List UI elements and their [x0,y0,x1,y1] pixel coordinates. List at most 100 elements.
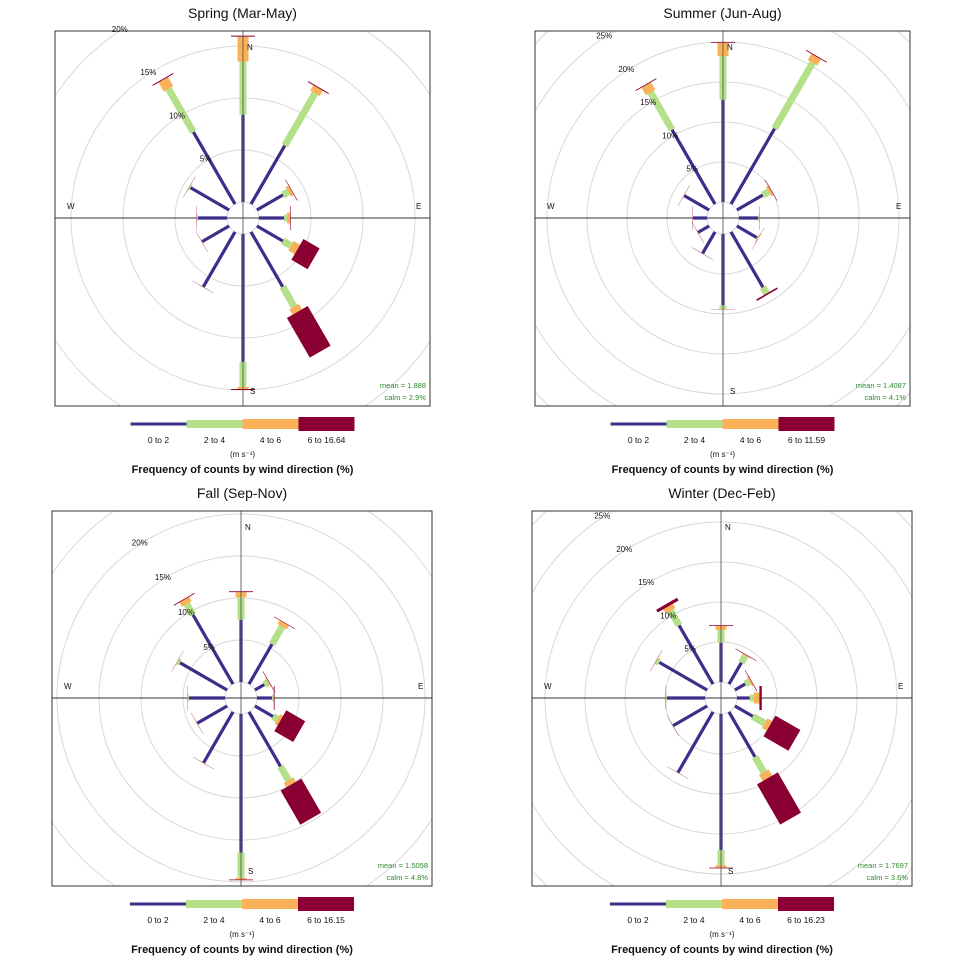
ring-label: 15% [640,98,656,107]
bar-300deg-bin4 [650,650,663,672]
bar-330deg-bin1 [191,614,235,685]
bar-120deg-bin1 [736,224,758,239]
bar-60deg-bin4 [744,670,758,692]
legend-swatch-bin1 [610,902,666,906]
legend-label: 2 to 4 [683,915,705,925]
bar-90deg-bin1 [257,696,273,700]
bar-270deg-bin4 [665,686,667,710]
legend-swatch-bin2 [186,420,243,428]
bar-210deg-bin2 [699,251,706,256]
bar-30deg-bin4 [307,81,329,94]
legend-units: (m s⁻¹) [230,450,255,459]
bar-300deg-bin3 [186,182,193,192]
bar-120deg-bin3 [274,714,284,726]
bar-300deg-bin1 [683,194,710,212]
bar-90deg-bin4 [273,686,275,710]
legend-label: 6 to 16.64 [308,435,346,445]
bar-30deg-bin1 [249,144,287,205]
cardinal-w: W [544,682,552,691]
bar-300deg-bin1 [179,661,228,692]
legend: 0 to 2 2 to 4 4 to 6 6 to 11.59 (m s⁻¹) Frequ… [610,417,835,476]
legend-swatch-bin2 [666,900,722,908]
bar-150deg-bin2 [279,285,298,309]
bar-330deg-bin3 [179,597,192,607]
grid-ring [431,885,432,886]
bar-60deg-bin2 [262,679,270,688]
ring-label: 5% [203,643,215,652]
bar-90deg-bin2 [272,694,274,702]
bar-150deg-bin3 [289,303,302,315]
bar-120deg-bin1 [254,704,274,718]
bar-240deg-bin2 [199,238,204,245]
bar-120deg-bin3 [754,233,761,244]
bar-270deg-bin2 [692,214,693,222]
cardinal-s: S [250,387,255,396]
bar-30deg-bin4 [735,648,757,661]
panel-frame [54,30,431,407]
mean-label: mean = 1.4087 [856,381,906,390]
panel-title: Fall (Sep-Nov) [197,485,287,501]
plot-area [55,31,430,406]
legend-swatch-bin1 [130,422,187,426]
bar-240deg-bin2 [695,229,700,236]
bar-210deg-bin2 [674,770,681,775]
bar-150deg-bin2 [752,755,767,774]
bar-30deg-bin2 [281,91,318,148]
bar-90deg-bin3 [759,212,760,224]
bar-270deg-bin2 [188,694,189,702]
bar-240deg-bin4 [195,231,209,253]
bar-90deg-bin2 [749,694,754,702]
ring-label: 10% [178,608,194,617]
bar-330deg-bin2 [165,87,197,134]
bar-120deg-bin3 [761,718,773,731]
bar-240deg-bin1 [697,224,710,234]
legend-swatch-bin4 [778,897,834,911]
bar-270deg-bin3 [665,692,667,704]
bar-30deg-bin2 [771,61,816,131]
bar-270deg-bin3 [692,212,693,224]
bar-330deg-bin4 [152,73,174,86]
legend-label: 4 to 6 [740,435,762,445]
legend-label: 2 to 4 [684,435,706,445]
bar-150deg-bin3 [283,777,296,788]
ring-label: 20% [618,65,634,74]
bar-330deg-bin1 [192,131,237,205]
bar-210deg-bin1 [201,231,237,288]
ring-label: 20% [112,25,128,34]
cardinal-e: E [416,202,421,211]
bar-150deg-bin1 [727,711,757,758]
bar-30deg-bin1 [729,127,776,205]
cardinal-w: W [67,202,75,211]
bar-300deg-bin3 [174,656,181,667]
mean-label: mean = 1.5058 [378,861,428,870]
ring-label: 15% [155,573,171,582]
panel-title: Spring (Mar-May) [188,5,297,21]
legend-swatch-bin4 [778,417,835,431]
bar-210deg-bin2 [200,761,207,765]
bar-330deg-bin3 [158,77,174,92]
legend-swatch-bin1 [130,902,186,906]
panel-frame [534,30,911,407]
bar-60deg-bin1 [254,683,266,692]
ring-label: 10% [660,611,676,620]
bar-210deg-bin4 [691,247,713,260]
cardinal-n: N [245,523,251,532]
mean-label: mean = 1.888 [380,381,426,390]
legend-swatch-bin3 [722,419,779,429]
bar-330deg-bin2 [183,602,197,617]
panel-title: Winter (Dec-Feb) [668,485,775,501]
ring-label: 10% [662,131,678,140]
calm-label: calm = 4.1% [865,393,907,402]
legend-title: Frequency of counts by wind direction (%… [611,944,833,956]
cardinal-s: S [248,867,253,876]
legend-label: 4 to 6 [739,915,761,925]
plot-area [532,511,912,886]
bar-300deg-bin2 [681,192,686,199]
panel-title: Summer (Jun-Aug) [663,5,781,21]
bar-120deg-bin3 [288,241,301,255]
legend-swatch-bin1 [610,422,667,426]
bar-330deg-bin3 [641,82,656,96]
legend-units: (m s⁻¹) [710,450,735,459]
ring-label: 25% [596,32,612,41]
bar-300deg-bin4 [183,176,196,198]
